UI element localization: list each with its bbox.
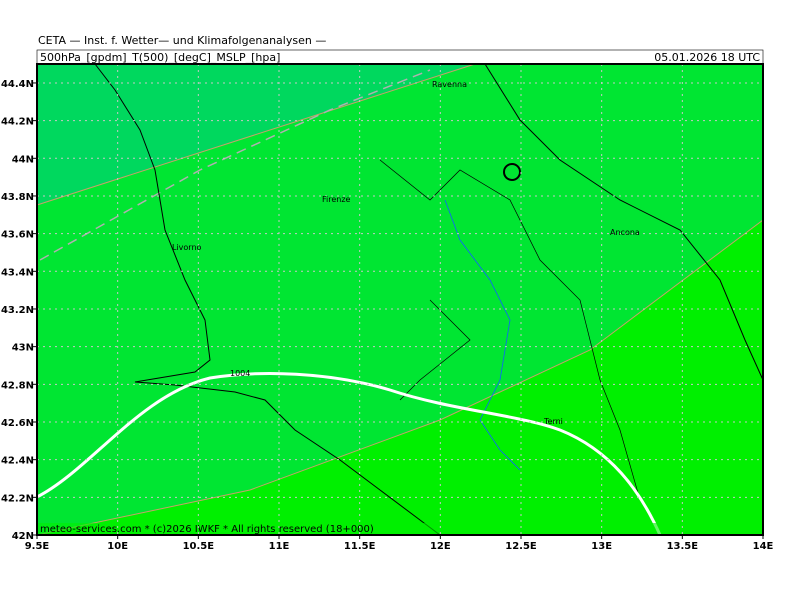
y-tick-label: 43.2N bbox=[1, 305, 34, 316]
y-tick-label: 43.6N bbox=[1, 230, 34, 241]
frame bbox=[36, 63, 764, 536]
fields-title: 500hPa_[gpdm]_T(500)_[degC]_MSLP_[hpa] bbox=[40, 51, 280, 64]
coastline bbox=[94, 63, 441, 536]
footer: meteo-services.com * (c)2026 IWKF * All … bbox=[40, 524, 374, 535]
isobar-label: 1004 bbox=[230, 369, 250, 378]
y-tick-label: 42.8N bbox=[1, 380, 34, 391]
y-tick-label: 44N bbox=[12, 154, 34, 165]
y-tick-label: 42.4N bbox=[1, 456, 34, 467]
place-label: Terni bbox=[543, 417, 563, 426]
x-tick-label: 11.5E bbox=[344, 541, 376, 552]
source-title: CETA — Inst. f. Wetter— und Klimafolgena… bbox=[38, 34, 326, 47]
y-tick-label: 43N bbox=[12, 343, 34, 354]
place-label: Ancona bbox=[610, 228, 640, 237]
valid-time: 05.01.2026 18 UTC bbox=[654, 51, 760, 64]
y-tick-label: 42N bbox=[12, 531, 34, 542]
coastline bbox=[484, 63, 764, 381]
y-tick-label: 42.2N bbox=[1, 493, 34, 504]
y-tick-label: 43.4N bbox=[1, 267, 34, 278]
field-warm bbox=[37, 220, 763, 535]
x-tick-label: 12.5E bbox=[505, 541, 537, 552]
y-tick-label: 43.8N bbox=[1, 192, 34, 203]
x-tick-label: 12E bbox=[430, 541, 451, 552]
y-tick-label: 44.2N bbox=[1, 117, 34, 128]
x-tick-label: 13E bbox=[591, 541, 612, 552]
place-label: Livorno bbox=[172, 243, 202, 252]
field-area: meteo-services.com * (c)2026 IWKF * All … bbox=[36, 63, 764, 536]
place-label: Ravenna bbox=[432, 80, 467, 89]
x-tick-label: 13.5E bbox=[667, 541, 699, 552]
place-label: Firenze bbox=[322, 195, 351, 204]
x-tick-label: 11E bbox=[269, 541, 290, 552]
x-tick-label: 10E bbox=[107, 541, 128, 552]
isotherm bbox=[36, 63, 476, 206]
x-tick-label: 10.5E bbox=[183, 541, 215, 552]
footer-bg bbox=[37, 523, 763, 535]
grid bbox=[33, 64, 764, 539]
y-tick-label: 44.4N bbox=[1, 79, 34, 90]
river bbox=[444, 199, 521, 471]
y-tick-label: 42.6N bbox=[1, 418, 34, 429]
isobar bbox=[36, 372, 662, 536]
lake bbox=[503, 163, 521, 181]
x-tick-label: 14E bbox=[753, 541, 774, 552]
x-tick-label: 9.5E bbox=[25, 541, 50, 552]
